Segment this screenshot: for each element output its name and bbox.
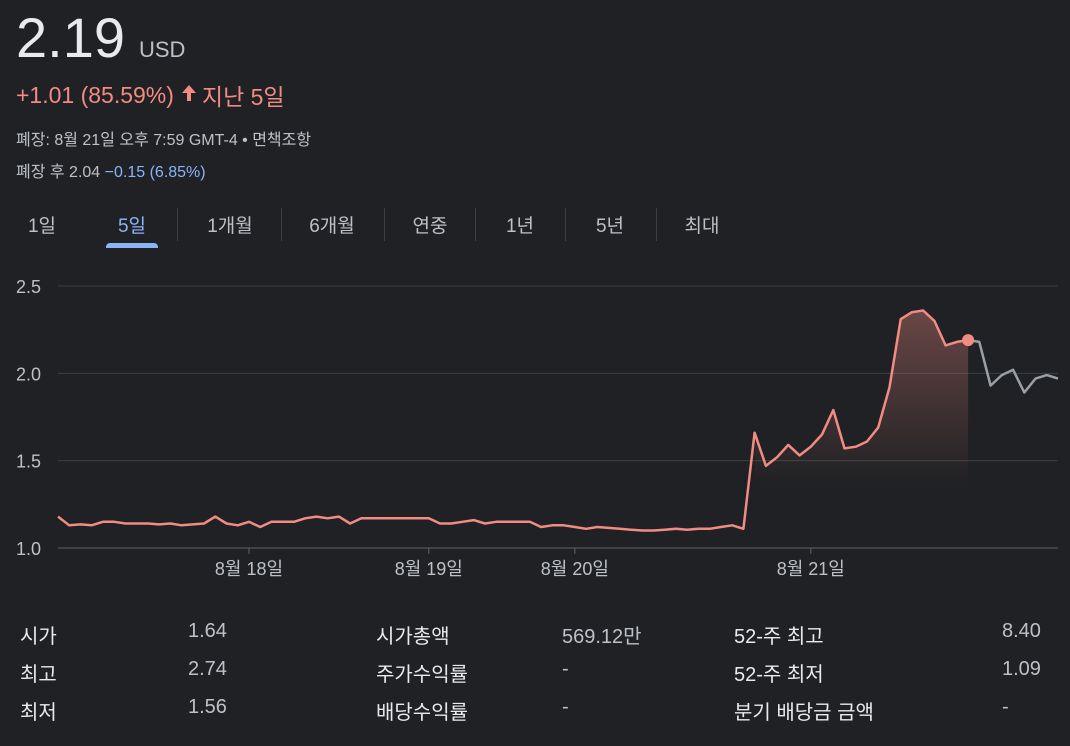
change-value: +1.01 (85.59%) [16, 81, 174, 108]
after-hours-label: 폐장 후 2.04 [16, 164, 101, 181]
stat-value: 1.64 [188, 620, 227, 642]
after-hours-change: −0.15 (6.85%) [104, 164, 206, 181]
tab-5y[interactable]: 5년 [586, 200, 634, 248]
stat-value: - [562, 658, 569, 680]
tab-label: 연중 [412, 215, 448, 237]
change-period: 지난 5일 [201, 84, 285, 110]
after-hours-line-series [967, 338, 1059, 394]
price-header: 2.19 USD [16, 6, 185, 70]
y-tick-label: 1.0 [16, 539, 41, 559]
range-tabs: 1일 5일 1개월 6개월 연중 1년 5년 최대 [0, 200, 760, 248]
x-tick-label: 8월 19일 [395, 559, 463, 579]
tab-1y[interactable]: 1년 [496, 200, 544, 248]
price-line-series [57, 309, 969, 532]
price-area-fill [754, 310, 969, 484]
tab-ytd[interactable]: 연중 [402, 200, 458, 248]
tab-divider [281, 208, 282, 241]
tab-1m[interactable]: 1개월 [196, 200, 264, 248]
tab-5d[interactable]: 5일 [106, 200, 158, 248]
after-hours-info: 폐장 후 2.04 −0.15 (6.85%) [16, 158, 206, 182]
stat-label: 배당수익률 [376, 702, 468, 724]
currency-label: USD [139, 37, 186, 62]
active-tab-indicator [106, 243, 158, 248]
x-tick-label: 8월 21일 [777, 559, 845, 579]
stat-label: 52-주 최저 [734, 664, 824, 686]
tab-max[interactable]: 최대 [674, 200, 730, 248]
stat-value: 2.74 [188, 658, 227, 680]
x-tick-label: 8월 18일 [215, 559, 283, 579]
tab-label: 1일 [27, 215, 57, 237]
tab-divider [384, 208, 385, 241]
price-chart[interactable]: 2.5 2.0 1.5 1.0 8월 18일 8월 19일 8월 20일 8월 21일 [0, 262, 1070, 592]
tab-divider [565, 208, 566, 241]
tab-label: 최대 [684, 215, 720, 237]
y-tick-label: 2.5 [16, 277, 41, 297]
stat-label: 주가수익률 [376, 664, 468, 686]
current-price: 2.19 [16, 6, 125, 69]
y-tick-label: 2.0 [16, 364, 41, 384]
tab-label: 5년 [595, 215, 625, 237]
tab-label: 6개월 [309, 215, 355, 237]
tab-label: 5일 [117, 215, 147, 237]
stat-label: 시가 [20, 626, 57, 648]
tab-divider [475, 208, 476, 241]
stat-label: 52-주 최고 [734, 626, 824, 648]
tab-1d[interactable]: 1일 [16, 200, 68, 248]
tab-divider [656, 208, 657, 241]
stat-value: 569.12만 [562, 626, 642, 648]
stat-value: - [1002, 696, 1009, 718]
tab-label: 1년 [505, 215, 535, 237]
stat-value: 1.56 [188, 696, 227, 718]
y-tick-label: 1.5 [16, 452, 41, 472]
x-tick-label: 8월 20일 [541, 559, 609, 579]
stat-label: 최저 [20, 702, 57, 724]
price-change: +1.01 (85.59%) 지난 5일 [16, 78, 285, 112]
stat-value: 1.09 [1002, 658, 1041, 680]
stat-value: 8.40 [1002, 620, 1041, 642]
stat-label: 분기 배당금 금액 [734, 702, 874, 724]
tab-6m[interactable]: 6개월 [298, 200, 366, 248]
tab-label: 1개월 [207, 215, 253, 237]
stat-value: - [562, 696, 569, 718]
stat-label: 최고 [20, 664, 57, 686]
arrow-up-icon [180, 82, 198, 109]
close-info: 폐장: 8월 21일 오후 7:59 GMT-4 • 면책조항 [16, 132, 312, 149]
close-point-marker [962, 334, 975, 347]
tab-divider [177, 208, 178, 241]
stat-label: 시가총액 [376, 626, 450, 648]
